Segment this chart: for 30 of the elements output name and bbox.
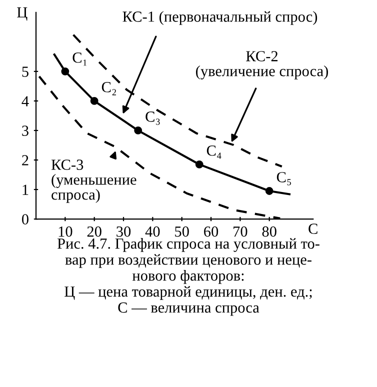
y-tick-label: 3 <box>22 126 28 136</box>
annotation: КС-2 (увеличение спроса) <box>196 51 328 80</box>
annotation: КС-1 (первоначальный спрос) <box>122 11 318 25</box>
point <box>195 160 204 168</box>
point <box>134 126 142 134</box>
point <box>61 67 70 76</box>
annotation: C₅ <box>276 172 291 186</box>
annotation: C₂ <box>102 82 116 96</box>
y-tick-label: 1 <box>22 184 28 195</box>
text: Рис. 4.7. График спроса на условный то- вар при воздействии ценового и неце- нового факторов: Ц — цена товарной единицы, ден. ед.; С — величина спроса <box>57 238 320 316</box>
x-tick-label: 60 <box>204 226 218 237</box>
point <box>265 187 274 195</box>
x-tick-label: 30 <box>116 226 131 237</box>
y-tick-label: 2 <box>22 155 28 166</box>
x-tick-label: 10 <box>58 226 72 237</box>
y-tick-label: 4 <box>22 96 29 106</box>
x-tick-label: 50 <box>175 226 189 237</box>
x-tick-label: 80 <box>262 226 276 237</box>
annotation: КС-3 (уменьшение спроса) <box>51 160 136 203</box>
x-axis-title: С <box>308 224 318 234</box>
x-tick-label: 40 <box>145 226 160 237</box>
annotation: C₃ <box>146 112 160 125</box>
annotation: C₄ <box>206 146 222 159</box>
x-tick-label: 20 <box>87 226 102 237</box>
annotation: C₁ <box>72 52 87 66</box>
y-tick-label: 5 <box>22 66 28 77</box>
point <box>90 97 98 105</box>
y-axis-title: Ц <box>17 7 28 21</box>
x-tick-label: 70 <box>234 226 248 237</box>
y-tick-label: 0 <box>22 214 28 224</box>
